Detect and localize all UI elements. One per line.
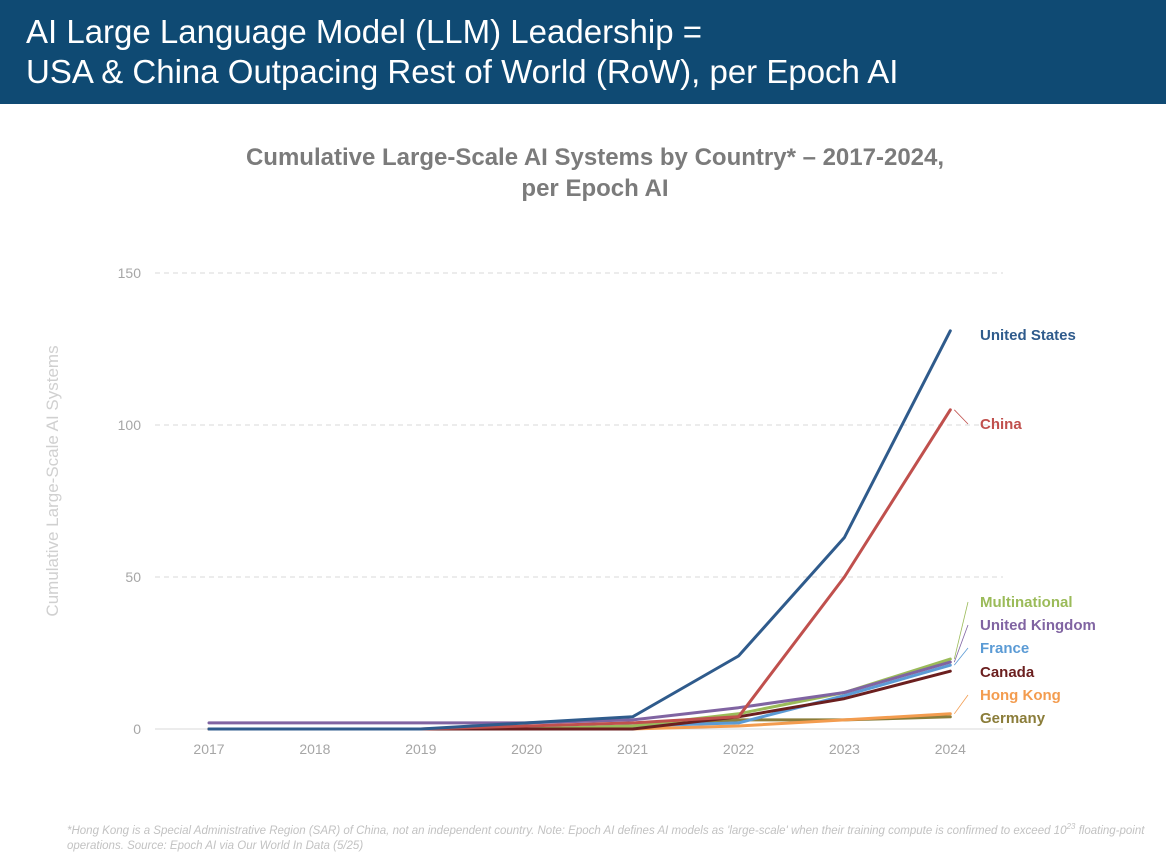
x-tick-label: 2023 [829,741,860,757]
x-tick-label: 2018 [299,741,330,757]
series-lines [207,329,952,731]
connector-france [953,647,969,666]
x-tick-label: 2017 [193,741,224,757]
y-tick-label: 50 [125,569,141,585]
connector-multinational [953,601,969,660]
series-label-united-states: United States [980,327,1076,344]
series-label-hong-kong: Hong Kong [980,687,1061,704]
header-title-line1: AI Large Language Model (LLM) Leadership… [26,13,703,50]
series-label-germany: Germany [980,710,1046,727]
footnote-text-part2: floating-point operations. Source: Epoch… [67,825,1145,852]
gridlines [155,272,1003,730]
connector-hong-kong [953,694,969,715]
connector-china [954,409,969,425]
x-tick-label: 2019 [405,741,436,757]
series-line-united-states [207,329,952,731]
series-labels: Germany Hong Kong France Multinational Unite… [980,327,1096,727]
header-title-line2: USA & China Outpacing Rest of World (RoW… [26,53,899,90]
x-tick-label: 2020 [511,741,542,757]
y-axis-label: Cumulative Large-Scale AI Systems [43,345,62,616]
y-tick-label: 0 [133,721,141,737]
header-banner: AI Large Language Model (LLM) Leadership… [0,0,1166,104]
series-line-united-kingdom [207,660,952,725]
y-axis-ticks: 0 50 100 150 [118,265,142,737]
x-axis-ticks: 2017 2018 2019 2020 2021 2022 2023 2024 [193,741,966,757]
y-tick-label: 100 [118,417,142,433]
series-label-china: China [980,416,1022,433]
series-label-france: France [980,640,1029,657]
connector-united-kingdom [953,624,969,663]
series-line-china [207,408,952,731]
chart-title-line1: Cumulative Large-Scale AI Systems by Cou… [245,144,945,171]
footnote: *Hong Kong is a Special Administrative R… [67,822,1162,854]
x-tick-label: 2021 [617,741,648,757]
footnote-text-part1: *Hong Kong is a Special Administrative R… [67,825,1067,837]
series-label-multinational: Multinational [980,594,1073,611]
chart-title-line2: per Epoch AI [521,175,669,202]
x-tick-label: 2024 [935,741,966,757]
series-label-canada: Canada [980,664,1035,681]
series-label-united-kingdom: United Kingdom [980,617,1096,634]
x-tick-label: 2022 [723,741,754,757]
footnote-exponent: 23 [1066,822,1076,832]
chart-title: Cumulative Large-Scale AI Systems by Cou… [150,142,1040,204]
label-connectors [953,409,969,715]
y-tick-label: 150 [118,265,142,281]
